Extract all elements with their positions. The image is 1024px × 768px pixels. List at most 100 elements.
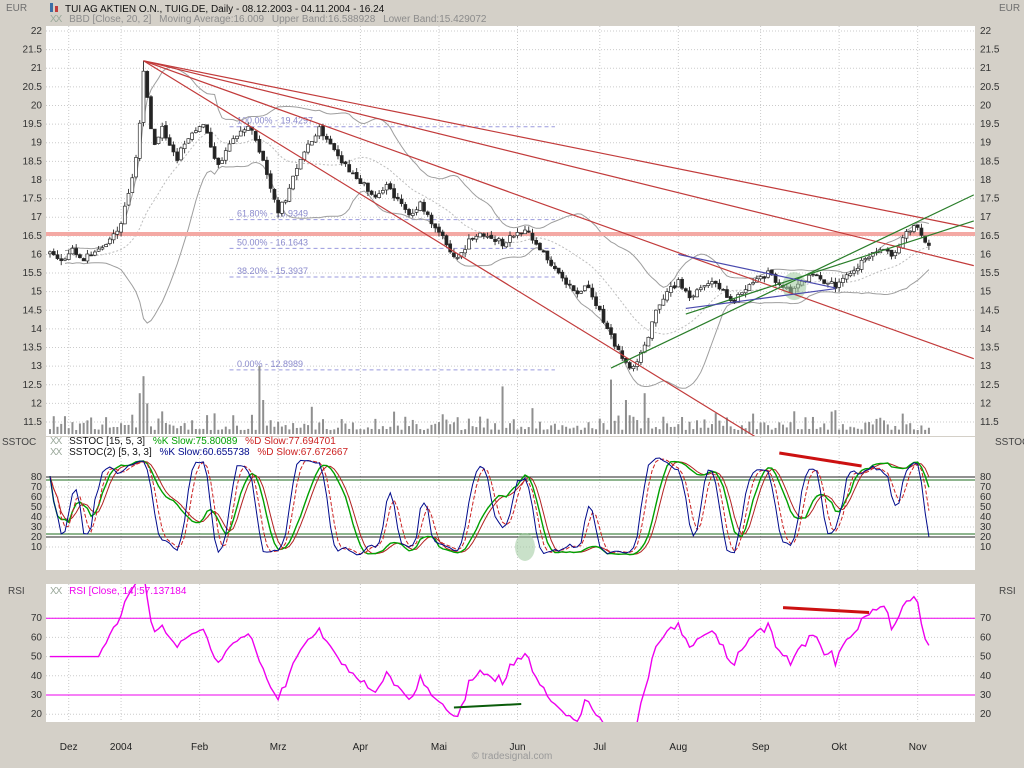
svg-text:16: 16 xyxy=(31,249,43,260)
svg-text:Sep: Sep xyxy=(752,742,770,753)
svg-text:11.5: 11.5 xyxy=(23,417,42,428)
svg-text:18: 18 xyxy=(31,175,43,186)
svg-text:70: 70 xyxy=(980,482,992,493)
svg-text:16.5: 16.5 xyxy=(23,231,43,242)
chart-header: TUI AG AKTIEN O.N., TUIG.DE, Daily - 08.… xyxy=(50,3,389,15)
svg-text:21: 21 xyxy=(31,63,43,74)
rsi-axis-caption-right: RSI xyxy=(999,586,1016,597)
svg-text:21: 21 xyxy=(980,63,992,74)
svg-text:50: 50 xyxy=(31,652,43,663)
svg-text:14.5: 14.5 xyxy=(23,305,43,316)
trendlines xyxy=(143,60,975,436)
svg-text:70: 70 xyxy=(980,613,992,624)
sstoc-annotation-line xyxy=(779,451,862,468)
svg-text:20: 20 xyxy=(31,532,43,543)
stochastic-series xyxy=(49,457,930,556)
svg-text:40: 40 xyxy=(31,671,43,682)
svg-text:13: 13 xyxy=(980,361,992,372)
svg-text:0.00% - 12.8989: 0.00% - 12.8989 xyxy=(237,359,303,369)
stochastic1-legend: XX SSTOC [15, 5, 3] %K Slow:75.80089 %D … xyxy=(50,436,341,447)
svg-text:2004: 2004 xyxy=(110,742,133,753)
svg-text:20.5: 20.5 xyxy=(23,82,43,93)
svg-text:15: 15 xyxy=(980,287,992,298)
svg-text:50: 50 xyxy=(980,502,992,513)
svg-text:Dez: Dez xyxy=(60,742,78,753)
bollinger-lower-value: Lower Band:15.429072 xyxy=(383,14,487,25)
svg-text:Mai: Mai xyxy=(431,742,447,753)
price-axis-caption-left: EUR xyxy=(6,3,28,14)
stochastic2-k-value: %K Slow:60.655738 xyxy=(159,447,250,458)
svg-text:17: 17 xyxy=(980,212,992,223)
svg-text:80: 80 xyxy=(31,472,43,483)
svg-text:21.5: 21.5 xyxy=(980,45,1000,56)
indicator-prefix-icon: XX xyxy=(50,14,62,25)
watermark: © tradesignal.com xyxy=(471,751,553,762)
sstoc-axis-caption-left: SSTOC xyxy=(2,437,37,448)
svg-text:19.5: 19.5 xyxy=(23,119,43,130)
bollinger-legend-name: BBD [Close, 20, 2] xyxy=(69,14,152,25)
svg-text:20: 20 xyxy=(980,532,992,543)
stochastic1-name: SSTOC [15, 5, 3] xyxy=(69,436,146,447)
svg-text:Aug: Aug xyxy=(669,742,687,753)
svg-text:13: 13 xyxy=(31,361,43,372)
instrument-icon xyxy=(50,3,60,12)
chart-title: TUI AG AKTIEN O.N., TUIG.DE, Daily - 08.… xyxy=(65,4,385,15)
svg-text:20: 20 xyxy=(31,709,43,720)
stochastic2-name: SSTOC(2) [5, 3, 3] xyxy=(69,447,152,458)
svg-text:30: 30 xyxy=(31,690,43,701)
svg-text:13.5: 13.5 xyxy=(980,343,1000,354)
svg-text:30: 30 xyxy=(980,690,992,701)
svg-text:17: 17 xyxy=(31,212,43,223)
rsi-annotation-line xyxy=(453,703,522,709)
axis-tick-labels: 22 22 21.5 21.5 21 21 20.5 20.5 20 20 19.5 19.5 19 19… xyxy=(23,26,1000,720)
indicator-prefix-icon: XX xyxy=(50,586,62,597)
svg-text:60: 60 xyxy=(31,632,43,643)
svg-text:60: 60 xyxy=(980,632,992,643)
svg-text:30: 30 xyxy=(31,522,43,533)
rsi-annotation-line xyxy=(782,606,870,614)
svg-text:15: 15 xyxy=(31,287,43,298)
svg-text:70: 70 xyxy=(31,613,43,624)
stochastic2-d-value: %D Slow:67.672667 xyxy=(257,447,349,458)
price-panel-bg xyxy=(46,26,975,436)
svg-text:20: 20 xyxy=(980,100,992,111)
rsi-panel-bg xyxy=(46,584,975,722)
svg-text:61.80% - 16.9349: 61.80% - 16.9349 xyxy=(237,209,308,219)
candlestick-series xyxy=(48,60,931,372)
svg-text:10: 10 xyxy=(980,542,992,553)
indicator-prefix-icon: XX xyxy=(50,447,62,458)
svg-text:50.00% - 16.1643: 50.00% - 16.1643 xyxy=(237,237,308,247)
svg-text:19: 19 xyxy=(980,138,992,149)
svg-text:80: 80 xyxy=(980,472,992,483)
svg-text:17.5: 17.5 xyxy=(980,194,1000,205)
rsi-series xyxy=(50,584,930,722)
stochastic1-d-value: %D Slow:77.694701 xyxy=(245,436,336,447)
stochastic2-legend: XX SSTOC(2) [5, 3, 3] %K Slow:60.655738 … xyxy=(50,447,353,458)
stochastic1-k-value: %K Slow:75.80089 xyxy=(152,436,238,447)
svg-text:Jun: Jun xyxy=(509,742,525,753)
svg-text:19.5: 19.5 xyxy=(980,119,1000,130)
svg-text:50: 50 xyxy=(31,502,43,513)
svg-text:Apr: Apr xyxy=(353,742,369,753)
svg-text:30: 30 xyxy=(980,522,992,533)
svg-text:15.5: 15.5 xyxy=(23,268,43,279)
indicator-prefix-icon: XX xyxy=(50,436,62,447)
svg-text:20: 20 xyxy=(31,100,43,111)
svg-text:21.5: 21.5 xyxy=(23,45,43,56)
svg-text:19: 19 xyxy=(31,138,43,149)
svg-text:14: 14 xyxy=(31,324,43,335)
svg-text:Jul: Jul xyxy=(593,742,606,753)
svg-text:18.5: 18.5 xyxy=(23,156,43,167)
svg-text:60: 60 xyxy=(31,492,43,503)
svg-text:Okt: Okt xyxy=(831,742,847,753)
bollinger-upper-value: Upper Band:16.588928 xyxy=(271,14,376,25)
svg-text:16: 16 xyxy=(980,249,992,260)
svg-text:14.5: 14.5 xyxy=(980,305,1000,316)
svg-text:50: 50 xyxy=(980,652,992,663)
svg-text:60: 60 xyxy=(980,492,992,503)
svg-text:38.20% - 15.3937: 38.20% - 15.3937 xyxy=(237,266,308,276)
svg-text:15.5: 15.5 xyxy=(980,268,1000,279)
svg-text:14: 14 xyxy=(980,324,992,335)
rsi-legend-value: RSI [Close, 14]:57.137184 xyxy=(69,586,187,597)
